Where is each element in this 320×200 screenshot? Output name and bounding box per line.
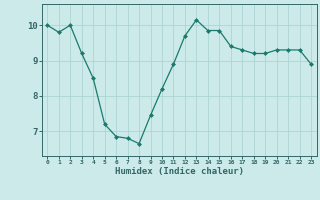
X-axis label: Humidex (Indice chaleur): Humidex (Indice chaleur) [115,167,244,176]
